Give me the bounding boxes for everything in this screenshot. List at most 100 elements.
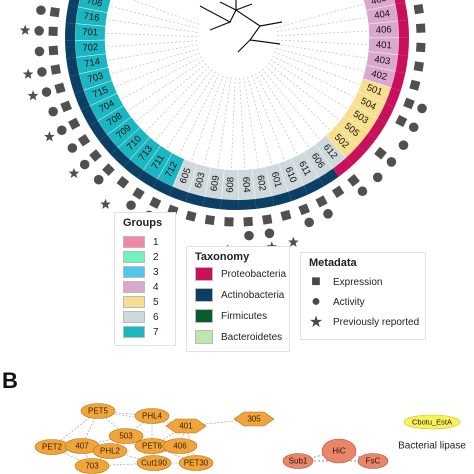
activity-marker xyxy=(386,157,397,167)
tree-spoke xyxy=(270,59,349,110)
group-label: 6 xyxy=(153,311,159,323)
activity-marker xyxy=(41,87,52,97)
taxonomy-ring-segment xyxy=(398,19,409,38)
network-node-label: PHL2 xyxy=(100,447,121,456)
tree-spoke xyxy=(247,76,273,166)
expression-marker xyxy=(413,3,424,15)
tree-spoke xyxy=(190,75,224,162)
activity-marker xyxy=(408,122,419,133)
network-node xyxy=(136,455,172,471)
group-legend-item: 7 xyxy=(123,325,159,339)
expression-marker xyxy=(89,149,102,162)
network-node xyxy=(80,403,116,419)
expression-marker xyxy=(60,100,73,113)
tree-spoke xyxy=(258,71,310,149)
taxonomy-ring-segment xyxy=(66,57,80,77)
activity-marker xyxy=(357,186,368,197)
leaf-label: 702 xyxy=(82,42,99,54)
group-label: 1 xyxy=(153,236,159,248)
tree-spoke xyxy=(267,62,341,121)
leaf-label: 602 xyxy=(254,174,267,191)
tree-spoke xyxy=(105,32,198,37)
bacterial-lipase-label: Bacterial lipase xyxy=(398,441,466,452)
network-node-label: PET2 xyxy=(42,443,63,452)
leaf-label: 406 xyxy=(376,24,392,36)
taxonomy-ring-segment xyxy=(220,199,239,210)
network-node-label: PET30 xyxy=(184,459,209,468)
previously-reported-marker xyxy=(100,198,111,209)
taxonomy-ring-segment xyxy=(395,54,409,74)
network-edge xyxy=(51,410,99,448)
group-swatch xyxy=(123,251,145,263)
taxonomy-ring-segment xyxy=(238,198,257,210)
taxonomy-ring-segment xyxy=(368,118,387,139)
taxonomy-ring-segment xyxy=(391,71,406,91)
expression-marker xyxy=(54,82,66,94)
taxonomy-ring-segment xyxy=(318,168,339,187)
expression-marker xyxy=(68,117,81,130)
tree-spoke xyxy=(106,19,198,33)
expression-marker xyxy=(77,133,91,147)
tree-spoke xyxy=(251,75,286,162)
expression-marker xyxy=(50,64,61,75)
leaf-metadata-marks xyxy=(19,3,427,255)
expression-marker xyxy=(298,203,310,216)
network-node-label: 305 xyxy=(247,415,261,424)
taxonomy-ring-segment xyxy=(385,87,401,108)
tree-rings xyxy=(65,0,409,210)
activity-marker xyxy=(48,106,58,117)
group-swatch xyxy=(123,311,145,323)
tree-spoke xyxy=(276,39,369,46)
tree-spoke xyxy=(217,77,232,169)
group-swatch xyxy=(123,326,145,338)
tree-spoke xyxy=(114,52,200,88)
taxonomy-legend-item: Bacteroidetes xyxy=(195,330,282,344)
expression-marker xyxy=(280,209,292,221)
star-icon: ★ xyxy=(308,314,324,331)
expression-marker xyxy=(262,214,273,225)
network-node xyxy=(108,428,144,444)
group-legend-item: 3 xyxy=(123,265,159,279)
group-label: 3 xyxy=(153,266,159,278)
taxonomy-ring-segment xyxy=(395,2,409,21)
expression-marker xyxy=(395,114,408,128)
taxonomy-ring-segment xyxy=(69,74,84,94)
metadata-legend-item: ★ Previously reported xyxy=(308,314,419,331)
tree-spoke xyxy=(135,63,207,123)
previously-reported-marker xyxy=(44,131,55,142)
taxonomy-swatch xyxy=(195,267,213,281)
activity-marker xyxy=(244,230,254,241)
tree-spoke xyxy=(230,77,236,170)
activity-marker xyxy=(37,67,47,77)
metadata-legend-title: Metadata xyxy=(309,257,357,269)
metadata-label: Activity xyxy=(333,296,365,308)
leaf-label: 604 xyxy=(240,176,252,192)
taxonomy-ring-segment xyxy=(152,179,173,196)
metadata-label: Expression xyxy=(333,276,383,288)
expression-marker xyxy=(409,79,421,91)
taxonomy-ring-segment xyxy=(65,5,78,24)
leaf-label: 703 xyxy=(86,71,104,86)
previously-reported-marker xyxy=(288,236,299,247)
tree-spoke xyxy=(276,43,368,59)
tree-spoke xyxy=(154,69,213,142)
activity-marker xyxy=(36,5,46,16)
leaf-label: 403 xyxy=(374,54,391,67)
tree-spoke xyxy=(255,73,298,156)
square-icon: ■ xyxy=(311,273,321,290)
tree-spoke xyxy=(106,44,198,61)
metadata-legend: Metadata ■ Expression ● Activity ★ Previously… xyxy=(300,252,426,340)
taxonomy-ring-segment xyxy=(303,177,324,195)
expression-marker xyxy=(374,146,387,160)
network-node-label: 503 xyxy=(119,432,133,441)
network-node xyxy=(92,443,128,459)
activity-marker xyxy=(93,174,104,185)
group-swatch xyxy=(123,266,145,278)
taxonomy-legend: Taxonomy Proteobacteria Actinobacteria Fir… xyxy=(186,246,290,352)
tree-spoke xyxy=(127,59,204,112)
taxonomy-legend-title: Taxonomy xyxy=(195,251,250,263)
expression-marker xyxy=(132,187,145,200)
taxonomy-legend-item: Firmicutes xyxy=(195,309,267,323)
hic-cluster-node xyxy=(321,438,357,464)
tree-spoke xyxy=(166,71,216,150)
